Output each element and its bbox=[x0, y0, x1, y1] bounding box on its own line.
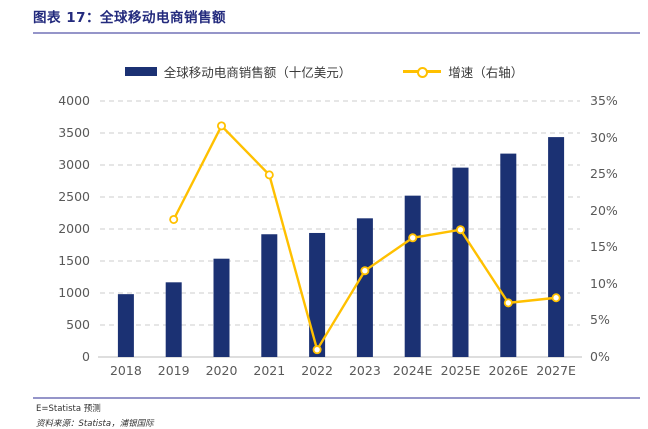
left-axis-tick: 2000 bbox=[58, 221, 90, 236]
bar-2022 bbox=[309, 232, 326, 357]
growth-marker bbox=[360, 266, 370, 276]
legend-label-sales: 全球移动电商销售额（十亿美元） bbox=[163, 65, 352, 80]
line-swatch-icon bbox=[403, 67, 442, 78]
legend-label-growth: 增速（右轴） bbox=[448, 65, 524, 80]
left-axis-tick: 2500 bbox=[58, 189, 90, 204]
left-axis-tick: 1500 bbox=[58, 253, 90, 268]
right-axis-tick: 5% bbox=[590, 312, 610, 328]
bar-swatch-icon bbox=[124, 67, 157, 76]
x-axis-label: 2023 bbox=[348, 363, 381, 378]
bar-2026E bbox=[500, 153, 517, 357]
bar-2023 bbox=[356, 218, 373, 357]
right-axis-tick: 10% bbox=[590, 275, 618, 291]
growth-marker bbox=[503, 298, 513, 308]
x-axis-label: 2022 bbox=[301, 363, 333, 378]
bar-2018 bbox=[117, 294, 134, 357]
footer-divider bbox=[33, 397, 640, 399]
left-axis-tick: 0 bbox=[82, 349, 90, 364]
x-axis-label: 2018 bbox=[109, 363, 142, 378]
bar-2020 bbox=[213, 258, 230, 357]
legend-item-sales: 全球移动电商销售额（十亿美元） bbox=[124, 62, 352, 81]
x-axis-label: 2020 bbox=[205, 363, 238, 378]
figure-title: 图表 17：全球移动电商销售额 bbox=[33, 10, 226, 26]
left-axis-tick: 1000 bbox=[58, 285, 90, 300]
growth-marker bbox=[169, 214, 179, 224]
x-axis-label: 2025E bbox=[440, 363, 481, 378]
growth-marker bbox=[455, 225, 465, 235]
growth-marker bbox=[551, 293, 561, 303]
bar-2025E bbox=[452, 167, 469, 357]
x-axis-label: 2027E bbox=[536, 363, 576, 378]
x-axis-label: 2024E bbox=[392, 363, 433, 378]
legend-item-growth: 增速（右轴） bbox=[403, 62, 523, 81]
left-axis-tick: 4000 bbox=[58, 93, 90, 108]
right-axis-tick: 35% bbox=[590, 93, 618, 108]
right-axis-tick: 15% bbox=[590, 239, 618, 255]
x-axis-label: 2021 bbox=[253, 363, 286, 378]
bar-2027E bbox=[548, 137, 565, 357]
growth-marker bbox=[312, 345, 322, 355]
left-axis-tick: 500 bbox=[66, 317, 90, 332]
title-divider bbox=[33, 32, 640, 34]
right-axis-tick: 20% bbox=[590, 202, 618, 218]
bar-2024E bbox=[404, 195, 421, 357]
x-axis-label: 2019 bbox=[157, 363, 190, 378]
right-axis-tick: 0% bbox=[590, 349, 610, 364]
left-axis-tick: 3500 bbox=[58, 125, 90, 140]
growth-marker bbox=[264, 170, 274, 180]
left-axis-tick: 3000 bbox=[58, 157, 90, 172]
bar-2019 bbox=[165, 282, 182, 357]
source-note: 资料来源：Statista，浦银国际 bbox=[36, 419, 154, 429]
right-axis-tick: 25% bbox=[590, 166, 618, 182]
bar-2021 bbox=[261, 234, 278, 357]
chart-legend: 全球移动电商销售额（十亿美元） 增速（右轴） bbox=[0, 62, 648, 81]
x-axis-label: 2026E bbox=[488, 363, 529, 378]
forecast-footnote: E=Statista 预测 bbox=[36, 404, 101, 414]
right-axis-tick: 30% bbox=[590, 129, 618, 145]
growth-marker bbox=[216, 121, 226, 131]
growth-marker bbox=[408, 233, 418, 243]
